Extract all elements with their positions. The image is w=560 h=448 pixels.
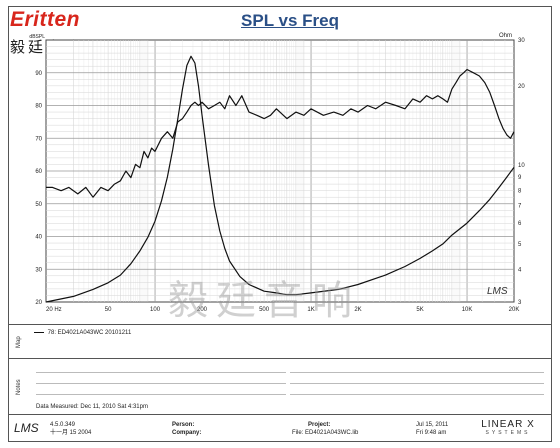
note-line	[36, 383, 286, 384]
report-frame	[8, 6, 552, 442]
x-tick-label: 5K	[416, 307, 423, 313]
y-tick-label-left: 70	[35, 136, 42, 142]
footer-company: Company:	[172, 430, 202, 436]
y-tick-label-right: 6	[518, 221, 522, 227]
x-tick-label: 200	[197, 307, 208, 313]
y-tick-label-right: 8	[518, 188, 522, 194]
note-line	[290, 394, 544, 395]
brand-logo: Eritten	[10, 8, 81, 31]
spl-curve	[46, 68, 515, 198]
y-tick-label-right: 30	[518, 38, 525, 44]
x-tick-label: 100	[150, 307, 161, 313]
y-tick-label-right: 9	[518, 175, 522, 181]
footer-project: Project:	[308, 422, 331, 428]
y-tick-label-right: 4	[518, 267, 522, 273]
footer-lms-logo: LMS	[14, 421, 39, 435]
y-tick-label-left: 80	[35, 104, 42, 110]
y-tick-label-right: 10	[518, 163, 525, 169]
footer-brand-sub: SYSTEMS	[485, 430, 531, 436]
x-tick-label: 10K	[462, 307, 473, 313]
map-section: Map 78: ED4021A043WC 20101211	[8, 324, 552, 359]
right-axis-unit: Ohm	[499, 33, 512, 39]
footer-file: File: ED4021A043WC.lib	[292, 430, 359, 436]
footer-brand: LINEAR X SYSTEMS	[468, 419, 548, 436]
x-tick-label: 20K	[509, 307, 520, 313]
x-tick-label: 50	[105, 307, 112, 313]
footer-person: Person:	[172, 422, 195, 428]
impedance-curve	[45, 55, 515, 303]
y-tick-label-right: 3	[518, 300, 522, 306]
y-tick-label-left: 30	[35, 267, 42, 273]
y-tick-label-left: 20	[35, 300, 42, 306]
map-label: Map	[8, 325, 29, 359]
lms-watermark: LMS	[487, 286, 508, 297]
chart-title: SPL vs Freq	[241, 11, 339, 30]
chart-svg: 20 Hz 50 100 200 500 1K 2K 5K 10K 20K 20 30 40 50 60 70…	[29, 33, 525, 313]
x-tick-label: 500	[259, 307, 270, 313]
left-axis-unit: dBSPL	[29, 34, 45, 40]
date-measured: Data Measured: Dec 11, 2010 Sat 4:31pm	[36, 404, 148, 410]
footer: LMS 4.5.0.349 十一月 15 2004 Person: Compan…	[8, 414, 552, 442]
note-line	[290, 372, 544, 373]
y-tick-label-left: 40	[35, 235, 42, 241]
note-line	[36, 372, 286, 373]
footer-version: 4.5.0.349	[50, 422, 76, 428]
x-tick-label: 1K	[307, 307, 314, 313]
notes-label: Notes	[8, 359, 29, 415]
legend-text: 78: ED4021A043WC 20101211	[47, 330, 132, 336]
footer-brand-name: LINEAR X	[481, 419, 535, 430]
x-tick-label: 2K	[354, 307, 361, 313]
y-tick-label-right: 5	[518, 242, 522, 248]
y-tick-label-right: 20	[518, 84, 525, 90]
map-legend-entry: 78: ED4021A043WC 20101211	[34, 330, 131, 336]
note-line	[290, 383, 544, 384]
footer-date: Jul 15, 2011	[416, 422, 449, 428]
y-tick-label-left: 90	[35, 71, 42, 77]
notes-section: Notes Data Measured: Dec 11, 2010 Sat 4:…	[8, 358, 552, 415]
y-tick-label-right: 7	[518, 204, 522, 210]
footer-time: Fri 9:48 am	[416, 430, 447, 436]
watermark-text: 毅廷音响	[168, 278, 360, 324]
y-tick-label-left: 50	[35, 202, 42, 208]
note-line	[36, 394, 286, 395]
x-tick-label: 20 Hz	[46, 307, 62, 313]
y-tick-label-left: 60	[35, 169, 42, 175]
footer-version-date: 十一月 15 2004	[50, 430, 92, 436]
legend-swatch	[34, 331, 44, 333]
